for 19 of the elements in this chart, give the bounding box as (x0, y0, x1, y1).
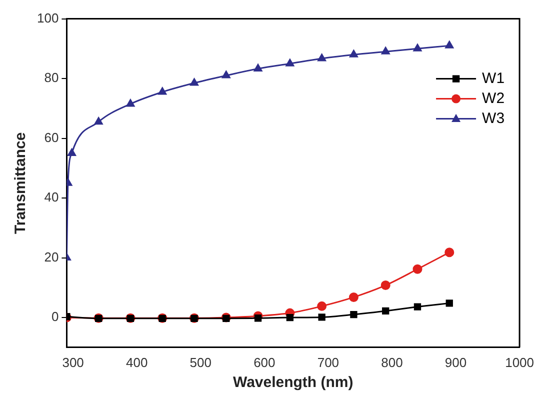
y-tick-label: 60 (44, 130, 59, 145)
y-tick-label: 100 (36, 10, 59, 26)
x-tick-label: 700 (317, 354, 340, 370)
x-tick-label: 300 (62, 354, 84, 370)
y-tick-label: 0 (51, 309, 59, 324)
x-axis-title: Wavelength (nm) (232, 374, 354, 392)
x-tick-label: 600 (254, 354, 276, 370)
legend-label: W2 (482, 90, 505, 107)
legend-label: W1 (482, 70, 505, 87)
legend-label: W3 (482, 110, 505, 127)
x-tick-label: 1000 (505, 354, 534, 370)
x-tick-label: 900 (444, 354, 467, 370)
x-tick-label: 500 (190, 354, 212, 370)
y-tick-label: 20 (44, 249, 59, 264)
y-tick-label: 80 (44, 70, 59, 86)
x-tick-label: 400 (126, 354, 148, 370)
x-tick-label: 800 (381, 354, 403, 370)
y-tick-label: 40 (44, 190, 59, 205)
y-axis-title: Transmittance (12, 132, 30, 234)
